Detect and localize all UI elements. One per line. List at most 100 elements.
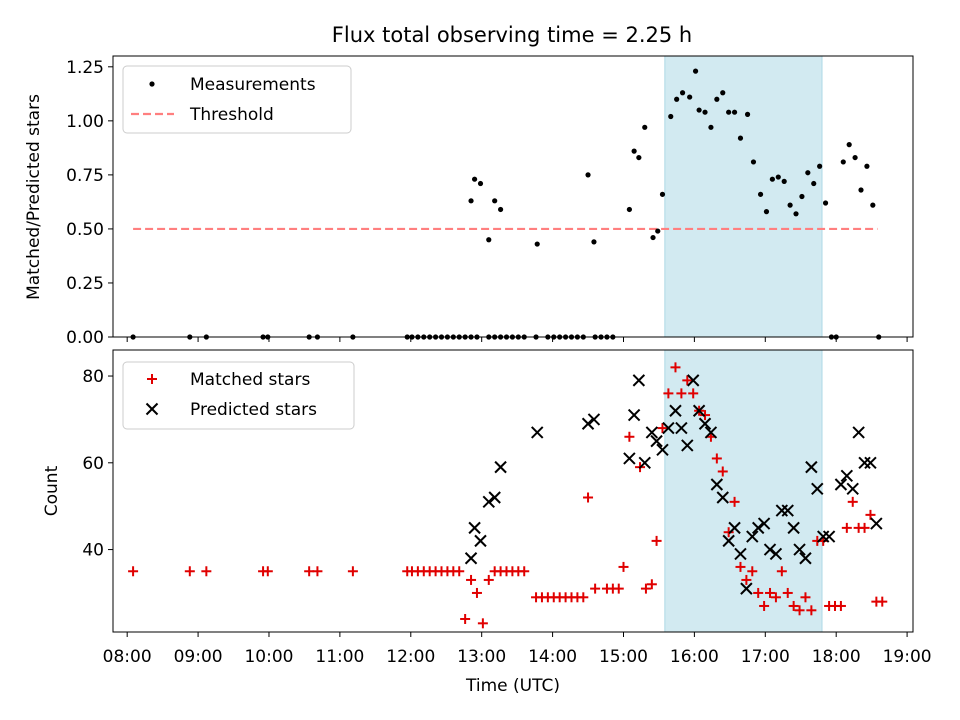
matched-point — [770, 592, 781, 603]
highlight-span — [664, 55, 823, 338]
measurement-point — [787, 202, 793, 208]
x-tick-label: 16:00 — [670, 647, 719, 667]
matched-point — [676, 388, 687, 399]
matched-point — [312, 566, 323, 577]
legend-predicted-label: Predicted stars — [190, 400, 317, 420]
matched-point — [657, 423, 668, 434]
matched-point — [460, 613, 471, 624]
measurement-point — [668, 113, 674, 120]
measurement-point — [852, 154, 858, 161]
predicted-point — [740, 582, 753, 595]
measurement-point — [775, 174, 781, 180]
bottom-predicted-layer — [464, 374, 883, 595]
measurement-point — [497, 206, 504, 213]
measurement-point — [702, 109, 708, 115]
x-tick-label: 12:00 — [386, 647, 435, 667]
predicted-point — [464, 552, 478, 565]
measurement-point — [811, 180, 817, 187]
predicted-point — [716, 491, 729, 504]
predicted-point — [746, 530, 759, 543]
predicted-point-b — [805, 460, 818, 474]
predicted-point-b — [494, 460, 507, 474]
y-tick-label: 0.50 — [66, 220, 104, 240]
predicted-point — [645, 426, 659, 439]
predicted-point — [852, 426, 865, 439]
figure-title: Flux total observing time = 2.25 h — [332, 23, 692, 47]
matched-point — [859, 522, 870, 533]
predicted-point-b — [474, 534, 487, 548]
legend-threshold-label: Threshold — [189, 105, 274, 125]
measurement-point — [744, 111, 751, 117]
predicted-point — [834, 478, 848, 491]
bottom-panel: 40 60 80 08:00 09:00 10:00 11:00 12:00 13:00 14:… — [42, 349, 932, 696]
predicted-point — [494, 460, 507, 474]
matched-point — [640, 583, 651, 594]
predicted-point — [669, 404, 682, 417]
legend-matched-label: Matched stars — [190, 370, 310, 390]
predicted-point — [638, 456, 651, 470]
measurement-point — [846, 142, 852, 148]
matched-point — [578, 592, 589, 603]
predicted-point-b — [656, 443, 669, 456]
top-legend-box — [122, 65, 352, 134]
predicted-point — [840, 469, 854, 483]
matched-point — [583, 492, 594, 503]
matched-point — [682, 375, 693, 386]
predicted-point-b — [816, 530, 830, 543]
measurement-point — [631, 148, 637, 154]
legend-matched-plus — [147, 374, 157, 384]
bottom-y-ticks: 40 60 80 — [82, 367, 113, 561]
legend-matched-marker — [147, 374, 157, 384]
predicted-point — [722, 534, 735, 548]
y-tick-label: 1.00 — [66, 112, 104, 132]
predicted-point — [781, 504, 794, 517]
legend-predicted-x — [145, 402, 159, 416]
y-tick-label: 0.75 — [66, 166, 104, 186]
measurement-point — [763, 209, 770, 215]
matched-point — [711, 453, 722, 464]
matched-point — [646, 579, 657, 590]
measurement-point — [822, 200, 829, 206]
x-tick-label: 19:00 — [883, 647, 932, 667]
measurement-point — [708, 124, 714, 130]
matched-point — [477, 618, 488, 629]
matched-point — [590, 583, 601, 594]
measurement-point — [696, 107, 702, 113]
predicted-point — [728, 521, 741, 535]
measurement-point — [750, 159, 757, 165]
predicted-point-b — [834, 478, 848, 491]
matched-point — [806, 605, 817, 616]
predicted-point — [623, 452, 636, 465]
matched-point — [794, 605, 805, 616]
predicted-point-b — [531, 426, 544, 439]
predicted-point-b — [716, 491, 729, 504]
bottom-y-axis-label: Count — [42, 465, 62, 516]
predicted-point-b — [822, 530, 836, 543]
measurement-point — [737, 135, 744, 141]
measurement-point — [793, 211, 799, 217]
predicted-point-b — [751, 521, 765, 535]
top-y-ticks: 0.00 0.25 0.50 0.75 1.00 1.25 — [66, 58, 113, 348]
y-tick-label: 0.25 — [66, 274, 104, 294]
predicted-point — [811, 482, 824, 496]
matched-point — [347, 566, 358, 577]
measurement-point — [805, 170, 811, 176]
matched-point — [841, 522, 852, 533]
predicted-point — [587, 413, 601, 426]
predicted-point-b — [852, 426, 865, 439]
predicted-point-b — [623, 452, 636, 465]
predicted-point — [793, 543, 806, 556]
measurement-point — [864, 163, 870, 169]
matched-point — [765, 587, 776, 598]
predicted-point — [675, 421, 688, 435]
predicted-point — [482, 495, 495, 509]
predicted-point — [686, 374, 700, 387]
bottom-legend: Matched stars Predicted stars — [122, 361, 355, 430]
measurement-point — [781, 178, 787, 184]
x-tick-label: 08:00 — [103, 647, 152, 667]
predicted-point-b — [811, 482, 824, 496]
predicted-point — [799, 552, 812, 565]
predicted-point-b — [669, 404, 682, 417]
matched-point — [735, 561, 746, 572]
x-tick-label: 17:00 — [741, 647, 790, 667]
